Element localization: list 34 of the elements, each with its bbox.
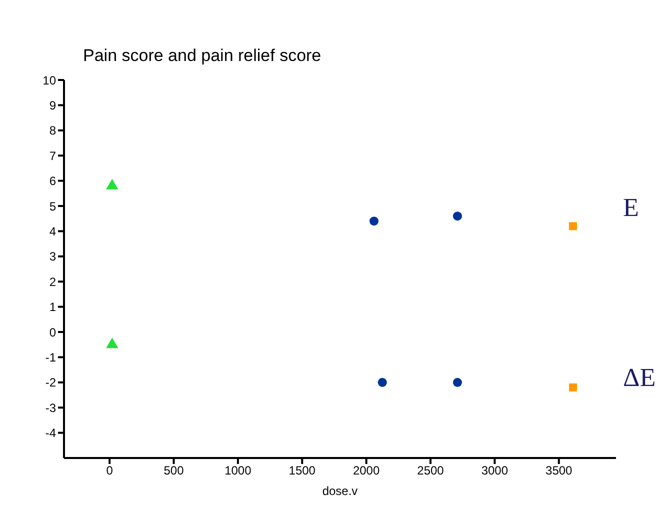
y-tick-label: 7 <box>49 148 56 163</box>
x-tick-label: 1000 <box>224 464 252 478</box>
point <box>452 378 462 387</box>
x-tick-label: 2000 <box>352 464 380 478</box>
text: E <box>623 193 639 223</box>
chart-title: Pain score and pain relief score <box>83 46 322 66</box>
text: ΔE <box>623 363 656 393</box>
y-tick-label: 4 <box>49 224 56 238</box>
point <box>568 383 577 392</box>
x-tick-label: 1500 <box>288 464 316 478</box>
y-tick-label: 5 <box>49 199 56 214</box>
x-axis-title: dose.v <box>322 484 358 498</box>
x-tick-label: 3500 <box>546 464 573 478</box>
point <box>370 216 379 226</box>
y-tick-label: 0 <box>49 325 56 340</box>
y-tick-label: -2 <box>45 376 56 390</box>
y-tick-label: 3 <box>49 250 56 264</box>
x-tick-label: 0 <box>106 464 114 478</box>
y-tick-label: 2 <box>49 274 56 289</box>
y-tick-label: -4 <box>45 426 56 440</box>
y-tick-label: 9 <box>49 98 56 112</box>
y-tick-label: 6 <box>49 174 56 188</box>
point <box>452 212 462 221</box>
x-tick-label: 2500 <box>417 464 444 478</box>
point <box>378 378 387 387</box>
y-tick-label: -3 <box>45 400 56 415</box>
x-tick-label: 500 <box>164 464 184 478</box>
y-tick-label: 10 <box>42 73 56 88</box>
y-tick-label: 1 <box>49 300 56 314</box>
x-tick-label: 3000 <box>481 464 508 478</box>
y-tick-label: 8 <box>49 124 56 138</box>
y-tick-label: -1 <box>45 350 56 364</box>
point <box>568 222 577 230</box>
point <box>106 338 118 348</box>
